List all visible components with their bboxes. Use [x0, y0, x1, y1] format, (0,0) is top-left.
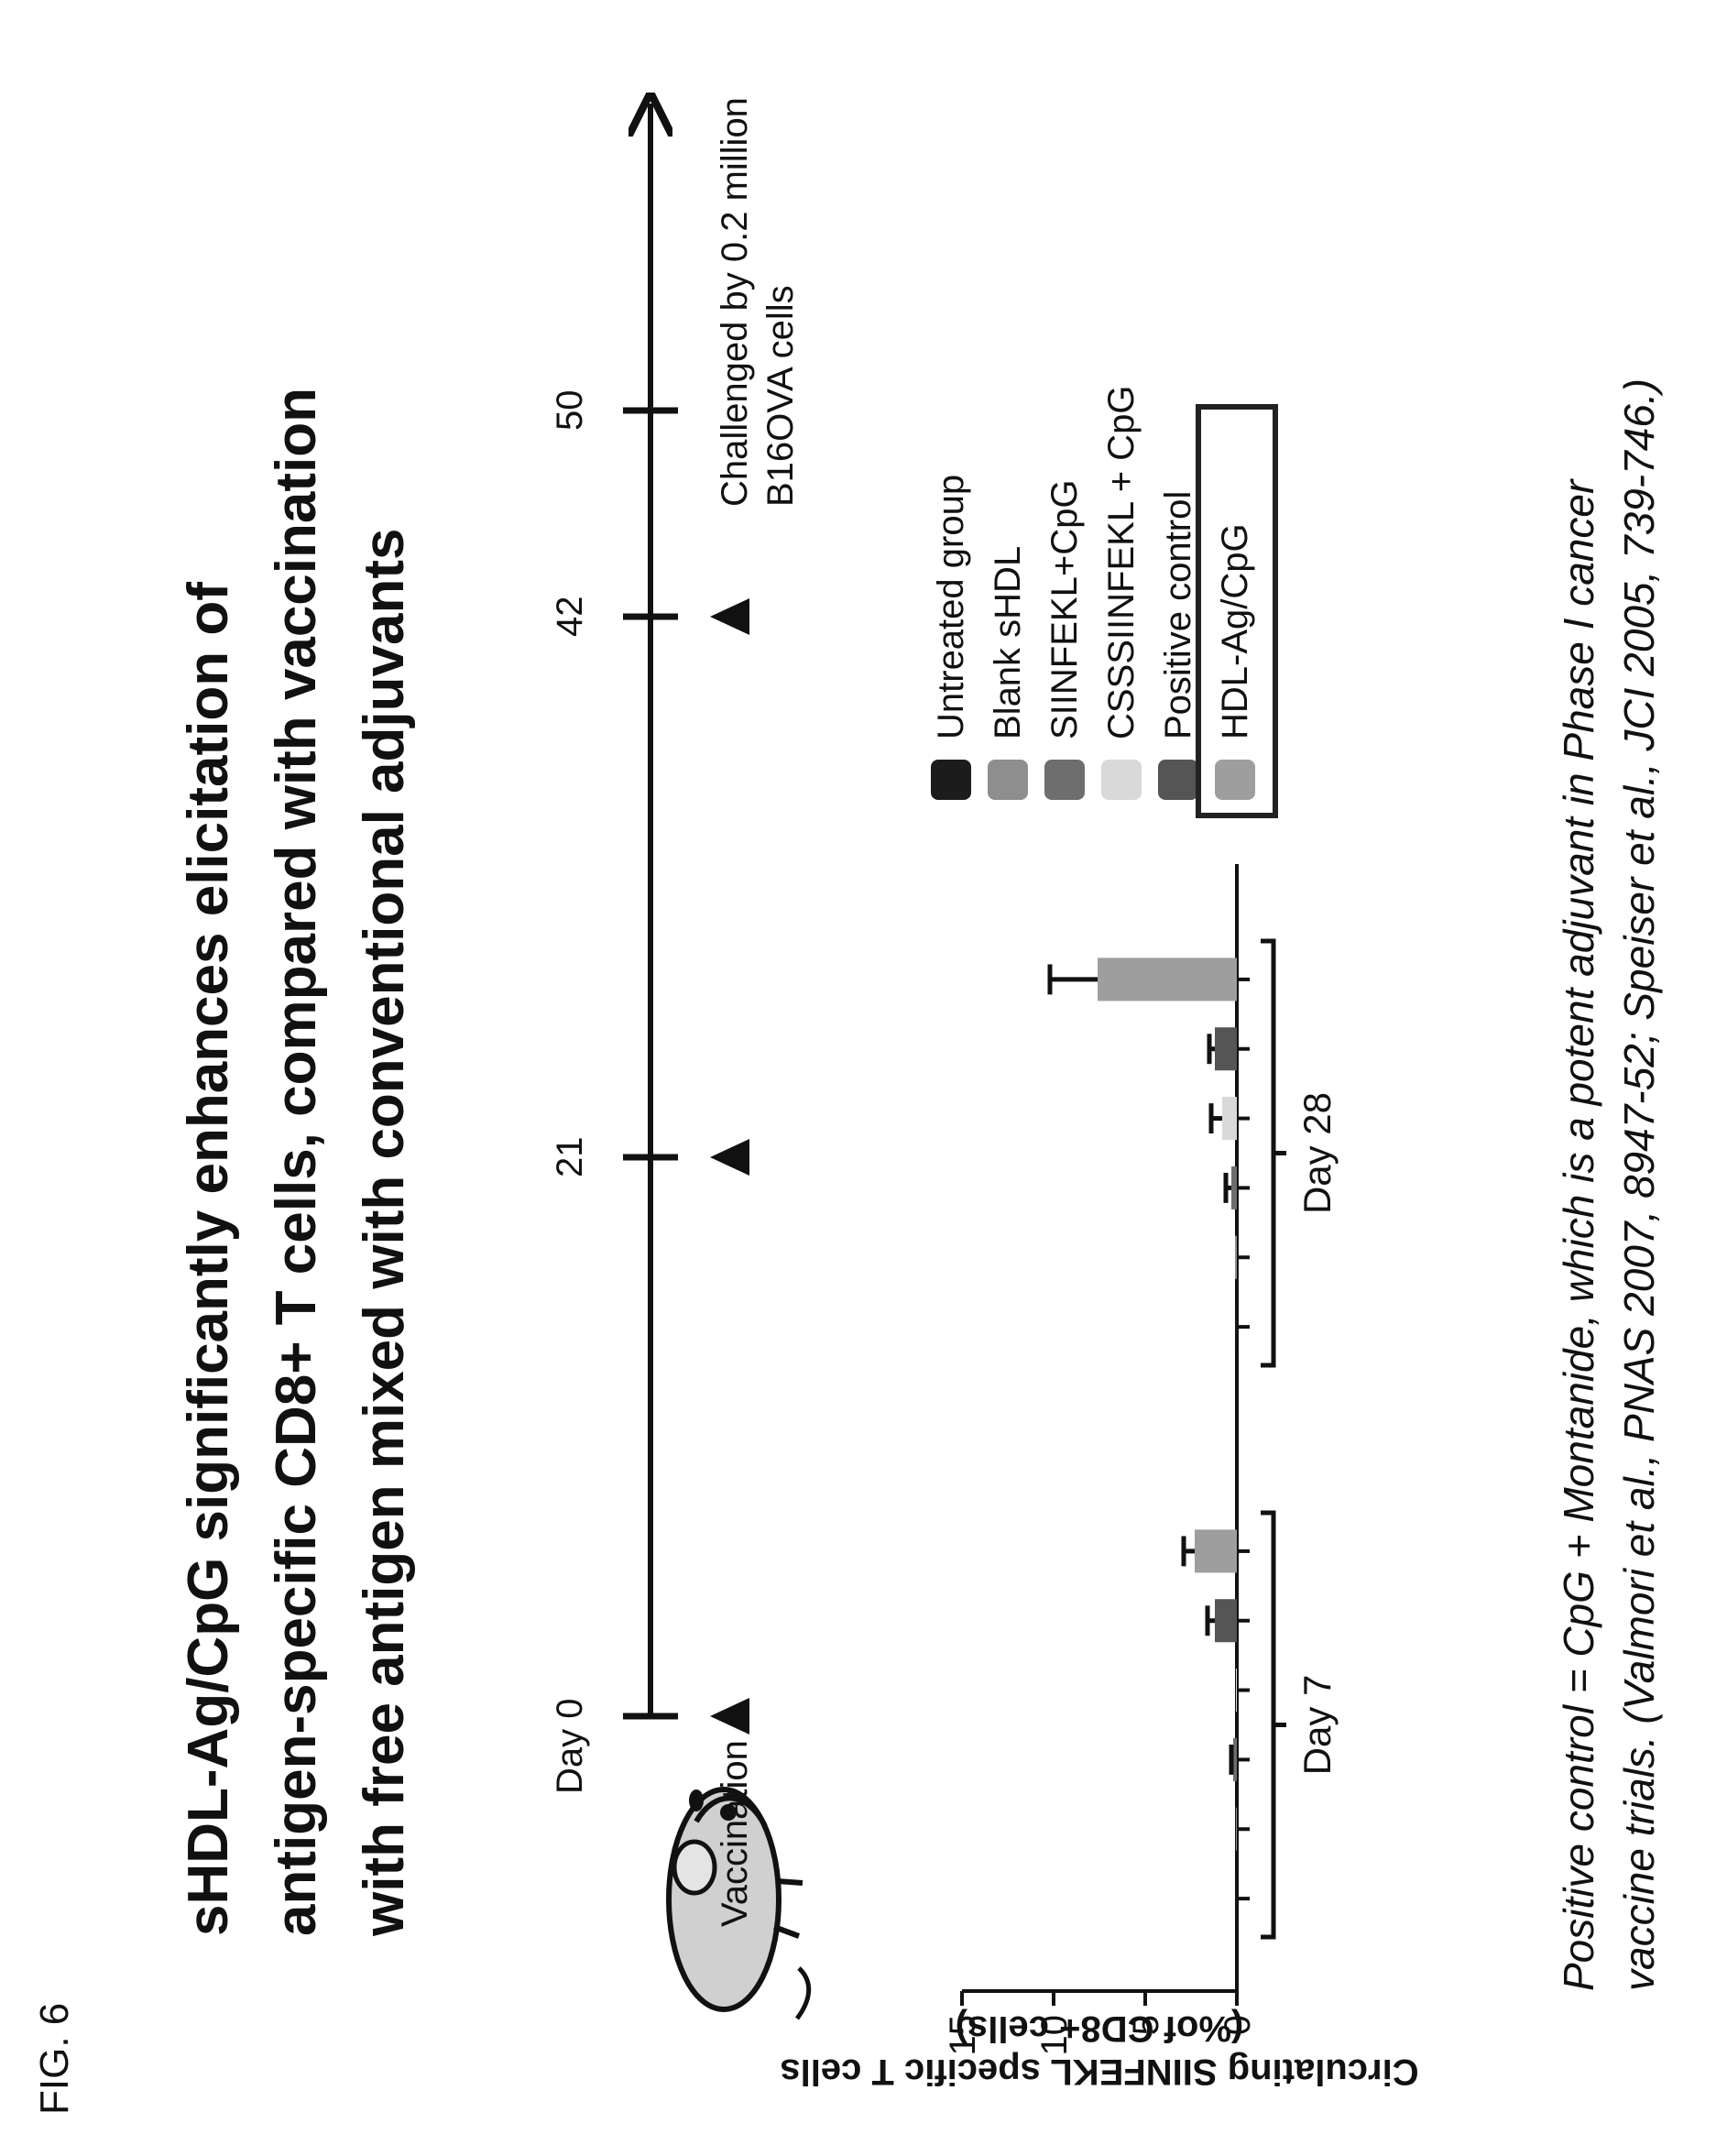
legend-item: SIINFEKL+CpG: [1039, 480, 1090, 800]
legend-item: CSSSIINFEKL + CpG: [1096, 386, 1147, 800]
legend-swatch: [931, 760, 971, 800]
legend-swatch: [1044, 760, 1085, 800]
bar: [1236, 1305, 1237, 1349]
vaccination-marker-0: [710, 1698, 749, 1735]
bar: [1098, 958, 1237, 1001]
legend-item: Untreated group: [925, 475, 977, 800]
y-tick-label: 0: [1218, 2015, 1258, 2035]
x-category-label: Day 28: [1295, 1092, 1339, 1214]
caption-line-2: vaccine trials. (Valmori et al., PNAS 20…: [1615, 378, 1663, 1991]
caption-line-1: Positive control = CpG + Montanide, whic…: [1555, 479, 1602, 1991]
group-bracket: [1261, 1510, 1276, 1940]
y-tick-label: 5: [1126, 2015, 1166, 2035]
bar: [1231, 1166, 1237, 1209]
legend-label: Blank sHDL: [987, 545, 1028, 739]
vaccination-marker-21: [710, 1139, 749, 1176]
legend-highlight-box: [1196, 404, 1278, 818]
vaccination-marker-42: [710, 598, 749, 635]
legend-swatch: [1158, 760, 1198, 800]
bar: [1215, 1027, 1237, 1071]
bar: [1233, 1737, 1237, 1781]
bar: [1236, 1877, 1237, 1921]
legend-swatch: [988, 760, 1028, 800]
bar: [1235, 1235, 1237, 1279]
legend-label: CSSSIINFEKL + CpG: [1100, 385, 1142, 739]
mouse-icon: [666, 1787, 812, 2020]
bar: [1222, 1097, 1237, 1141]
bar: [1236, 1669, 1237, 1713]
group-bracket: [1261, 938, 1276, 1368]
x-category-label: Day 7: [1295, 1675, 1339, 1776]
legend-swatch: [1101, 760, 1142, 800]
legend-label: SIINFEKL+CpG: [1044, 479, 1085, 739]
y-tick-label: 10: [1034, 2015, 1075, 2056]
bar: [1215, 1599, 1237, 1643]
y-tick-label: 15: [943, 2015, 983, 2056]
legend-label: Positive control: [1157, 490, 1198, 739]
bar: [1236, 1807, 1237, 1851]
legend-item: Blank sHDL: [982, 546, 1033, 800]
bar: [1195, 1529, 1237, 1573]
figure-caption: Positive control = CpG + Montanide, whic…: [1548, 67, 1669, 1991]
legend-label: Untreated group: [930, 474, 971, 739]
y-axis-label: Circulating SIINFEKL specific T cells: [780, 2052, 1418, 2092]
y-axis-sublabel: (%of CD8+ cells): [956, 2008, 1244, 2049]
